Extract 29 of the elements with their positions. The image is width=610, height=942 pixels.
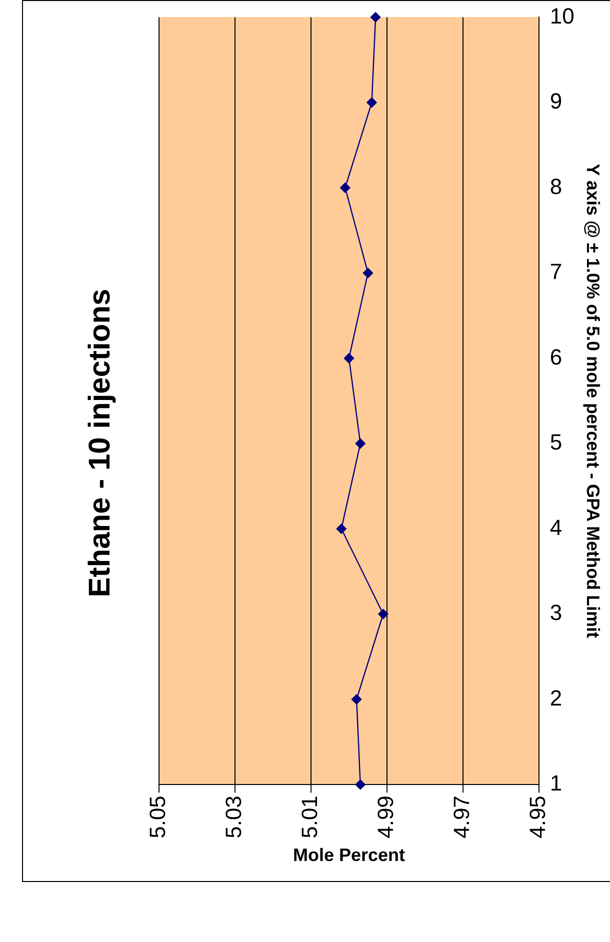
point [366, 97, 377, 108]
y-tick-label: 5 [550, 430, 562, 455]
point [355, 438, 366, 449]
y-tick-label: 1 [550, 770, 562, 796]
point [378, 608, 388, 620]
x-tick-label: 5.05 [145, 796, 170, 838]
x-tick-label: 4.95 [524, 796, 550, 838]
point [351, 694, 362, 704]
point [362, 268, 374, 278]
x-axis-title: Mole Percent [292, 845, 405, 866]
y-tick-label: 3 [550, 600, 562, 626]
point [344, 353, 354, 364]
point [370, 12, 381, 22]
y-tick-label: 2 [550, 685, 562, 710]
x-tick-label: 4.97 [449, 796, 474, 838]
y-tick-label: 6 [550, 344, 562, 370]
point [355, 779, 366, 790]
text: Ethane - 10 injections [83, 288, 116, 598]
y-tick-label: 8 [550, 174, 562, 199]
y-tick-label: 9 [550, 88, 562, 114]
point [336, 524, 346, 534]
point [340, 182, 350, 193]
y-axis-title: Y axis @ ± 1.0% of 5.0 mole percent - GPA Method Limit [583, 164, 604, 638]
x-tick-label: 4.99 [373, 796, 398, 838]
y-tick-label: 7 [550, 259, 562, 284]
x-tick-label: 5.01 [297, 796, 322, 838]
x-tick-label: 5.03 [221, 796, 246, 838]
y-tick-label: 10 [550, 3, 574, 28]
y-tick-label: 4 [550, 514, 562, 540]
